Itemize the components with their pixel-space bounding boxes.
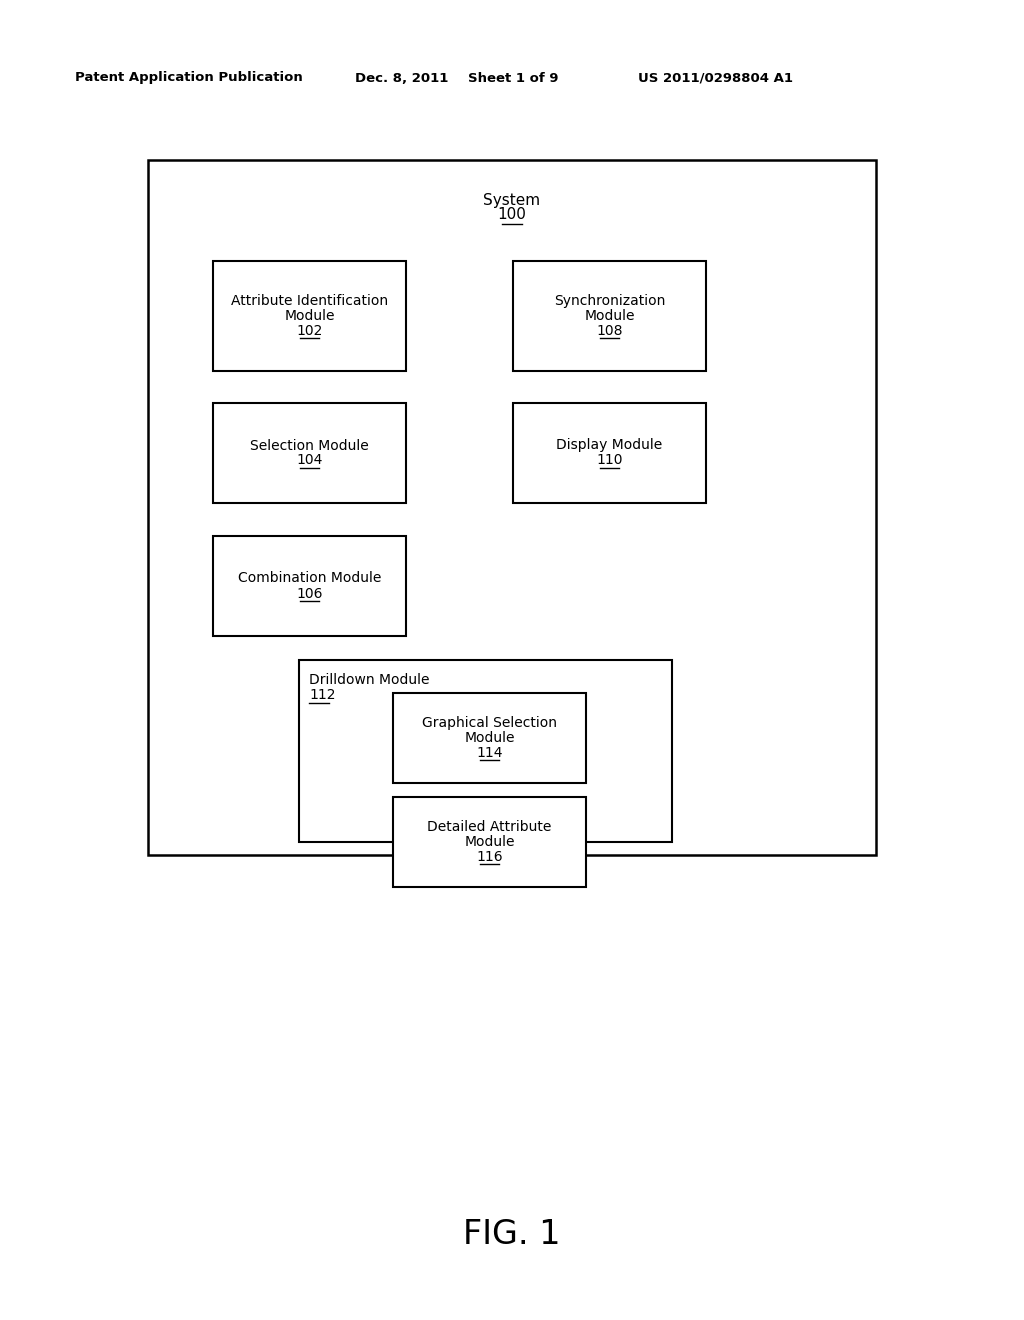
- Text: Synchronization: Synchronization: [554, 294, 666, 308]
- Text: Dec. 8, 2011: Dec. 8, 2011: [355, 71, 449, 84]
- Text: US 2011/0298804 A1: US 2011/0298804 A1: [638, 71, 793, 84]
- Text: 104: 104: [296, 454, 323, 467]
- Bar: [513, 403, 706, 503]
- Text: Module: Module: [464, 836, 515, 849]
- Text: 100: 100: [498, 207, 526, 222]
- Bar: [148, 160, 876, 855]
- Text: 114: 114: [476, 746, 503, 760]
- Bar: [213, 536, 406, 636]
- Text: Module: Module: [285, 309, 335, 323]
- Text: Module: Module: [464, 731, 515, 744]
- Bar: [393, 797, 586, 887]
- Text: Module: Module: [585, 309, 635, 323]
- Bar: [299, 660, 672, 842]
- Text: 110: 110: [596, 454, 623, 467]
- Text: Selection Module: Selection Module: [250, 438, 369, 453]
- Text: 106: 106: [296, 586, 323, 601]
- Text: Attribute Identification: Attribute Identification: [231, 294, 388, 308]
- Text: 116: 116: [476, 850, 503, 865]
- Text: Patent Application Publication: Patent Application Publication: [75, 71, 303, 84]
- Text: 108: 108: [596, 323, 623, 338]
- Text: Detailed Attribute: Detailed Attribute: [427, 820, 552, 834]
- Bar: [213, 261, 406, 371]
- Bar: [393, 693, 586, 783]
- Text: Display Module: Display Module: [556, 438, 663, 453]
- Text: Drilldown Module: Drilldown Module: [309, 673, 429, 686]
- Text: Sheet 1 of 9: Sheet 1 of 9: [468, 71, 558, 84]
- Text: Graphical Selection: Graphical Selection: [422, 715, 557, 730]
- Bar: [513, 261, 706, 371]
- Text: Combination Module: Combination Module: [238, 572, 381, 586]
- Text: FIG. 1: FIG. 1: [463, 1218, 561, 1251]
- Bar: [213, 403, 406, 503]
- Text: 112: 112: [309, 688, 336, 702]
- Text: System: System: [483, 193, 541, 209]
- Text: 102: 102: [296, 323, 323, 338]
